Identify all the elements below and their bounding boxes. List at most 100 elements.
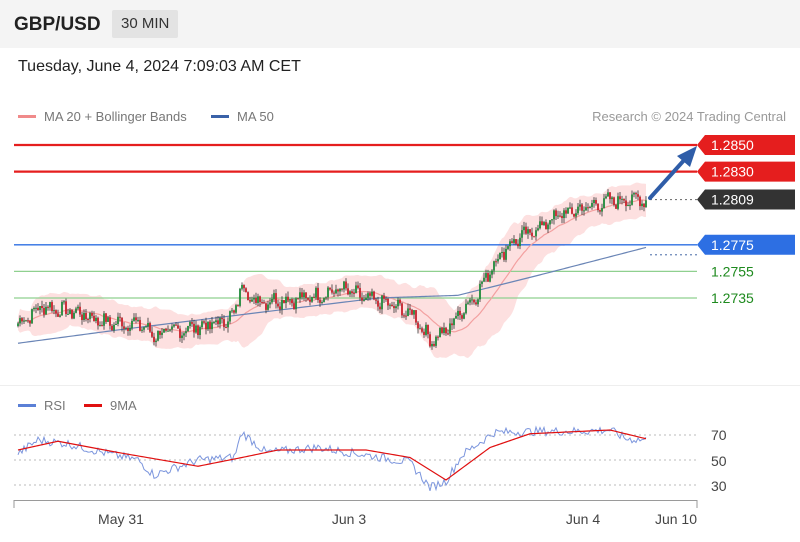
candle-body bbox=[329, 287, 331, 290]
candle-body bbox=[367, 293, 369, 298]
candle-body bbox=[459, 310, 461, 316]
candle-body bbox=[67, 313, 69, 315]
candle-body bbox=[301, 292, 303, 298]
candle-body bbox=[345, 281, 347, 289]
candle-body bbox=[369, 293, 371, 296]
candle-body bbox=[129, 328, 131, 331]
timeframe-badge[interactable]: 30 MIN bbox=[112, 10, 179, 38]
candle-body bbox=[247, 292, 249, 301]
candle-body bbox=[165, 328, 167, 331]
header-bar: GBP/USD 30 MIN bbox=[0, 0, 800, 48]
candle-body bbox=[487, 273, 489, 282]
candle-body bbox=[43, 308, 45, 315]
level-1-2809-label: 1.2809 bbox=[711, 192, 754, 208]
candle-body bbox=[409, 308, 411, 310]
candle-body bbox=[553, 210, 555, 220]
candle-body bbox=[417, 322, 419, 329]
candle-body bbox=[515, 239, 517, 244]
candle-body bbox=[585, 207, 587, 211]
candle-body bbox=[137, 320, 139, 322]
candle-body bbox=[363, 299, 365, 301]
candle-body bbox=[65, 301, 67, 315]
x-tick-jun3: Jun 3 bbox=[332, 511, 366, 527]
candle-body bbox=[441, 327, 443, 333]
bollinger-band bbox=[18, 182, 646, 359]
candle-body bbox=[123, 326, 125, 329]
candle-body bbox=[335, 289, 337, 294]
candle-body bbox=[617, 196, 619, 209]
candle-body bbox=[209, 321, 211, 330]
candle-body bbox=[223, 319, 225, 328]
candle-body bbox=[341, 288, 343, 290]
candle-body bbox=[501, 251, 503, 253]
candle-body bbox=[493, 261, 495, 271]
candle-body bbox=[375, 299, 377, 301]
candle-body bbox=[435, 336, 437, 346]
candle-body bbox=[93, 315, 95, 322]
candle-body bbox=[85, 312, 87, 320]
candle-body bbox=[199, 327, 201, 336]
candle-body bbox=[545, 222, 547, 230]
rsi-level-50: 50 bbox=[711, 453, 727, 469]
candle-body bbox=[161, 332, 163, 335]
candle-body bbox=[457, 310, 459, 317]
candle-body bbox=[309, 299, 311, 302]
candle-body bbox=[207, 321, 209, 330]
candle-body bbox=[507, 246, 509, 249]
candle-body bbox=[269, 302, 271, 305]
candle-body bbox=[517, 243, 519, 247]
level-1-2809-tag bbox=[697, 189, 795, 210]
candle-body bbox=[609, 192, 611, 200]
candle-body bbox=[573, 213, 575, 217]
candle-body bbox=[551, 219, 553, 221]
candle-body bbox=[373, 291, 375, 300]
candle-body bbox=[69, 310, 71, 314]
candle-body bbox=[433, 343, 435, 346]
candle-body bbox=[213, 321, 215, 323]
candle-body bbox=[125, 327, 127, 329]
candle-body bbox=[157, 330, 159, 341]
candle-body bbox=[21, 318, 23, 322]
candle-body bbox=[249, 300, 251, 302]
candle-body bbox=[461, 315, 463, 319]
candle-body bbox=[387, 298, 389, 306]
candle-body bbox=[77, 306, 79, 309]
candle-body bbox=[57, 313, 59, 317]
candle-body bbox=[587, 207, 589, 209]
candle-body bbox=[355, 285, 357, 293]
candle-body bbox=[321, 301, 323, 303]
candle-body bbox=[307, 297, 309, 300]
candle-body bbox=[427, 324, 429, 335]
candle-body bbox=[593, 200, 595, 204]
candle-body bbox=[645, 200, 647, 208]
candle-body bbox=[71, 310, 73, 319]
candle-body bbox=[445, 327, 447, 334]
candle-body bbox=[217, 320, 219, 325]
candle-body bbox=[499, 252, 501, 260]
candle-body bbox=[525, 226, 527, 234]
candle-body bbox=[347, 288, 349, 295]
candle-body bbox=[283, 300, 285, 304]
candle-body bbox=[513, 239, 515, 243]
candle-body bbox=[489, 274, 491, 282]
projection-arrow bbox=[648, 146, 697, 200]
candle-body bbox=[429, 334, 431, 347]
candle-body bbox=[381, 295, 383, 310]
candle-body bbox=[169, 329, 171, 331]
candle-body bbox=[139, 320, 141, 331]
candle-body bbox=[109, 317, 111, 326]
candle-body bbox=[267, 304, 269, 310]
candle-body bbox=[231, 310, 233, 312]
candle-body bbox=[451, 323, 453, 326]
candle-body bbox=[175, 324, 177, 326]
candle-body bbox=[567, 207, 569, 214]
candle-body bbox=[215, 320, 217, 322]
candle-body bbox=[419, 328, 421, 330]
candle-body bbox=[393, 306, 395, 309]
candle-body bbox=[233, 310, 235, 313]
candle-body bbox=[541, 221, 543, 226]
candle-body bbox=[463, 313, 465, 319]
candle-body bbox=[641, 203, 643, 207]
candle-body bbox=[477, 299, 479, 305]
